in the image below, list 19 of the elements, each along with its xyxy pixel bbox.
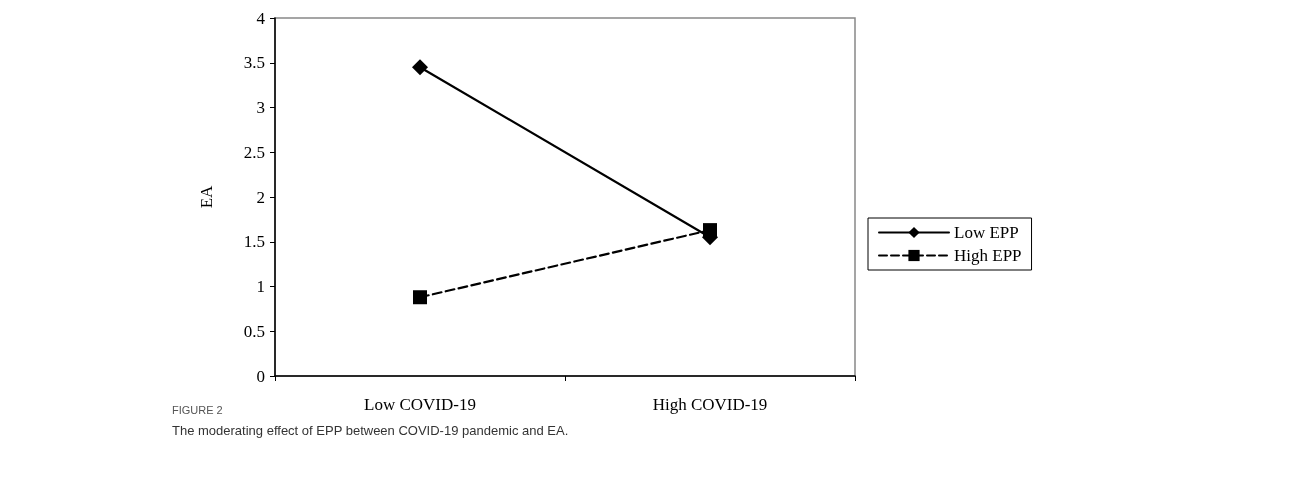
x-tick-label: Low COVID-19 bbox=[364, 395, 476, 414]
point bbox=[413, 290, 427, 305]
legend-label: Low EPP bbox=[954, 223, 1019, 242]
caption: FIGURE 2 bbox=[172, 403, 223, 416]
y-tick-label: 4 bbox=[256, 8, 266, 28]
y-tick-label: 2 bbox=[256, 187, 265, 207]
y-tick-label: 3.5 bbox=[243, 53, 265, 73]
y-tick-label: 1 bbox=[256, 277, 265, 296]
text: The moderating effect of EPP between COVID-19 pandemic and EA. bbox=[172, 423, 569, 438]
point bbox=[703, 223, 717, 238]
x-tick-label: High COVID-19 bbox=[652, 395, 768, 414]
y-axis-title: EA bbox=[197, 184, 216, 209]
y-tick-label: 2.5 bbox=[243, 142, 265, 162]
y-tick-label: 1.5 bbox=[243, 232, 265, 252]
y-tick-label: 3 bbox=[256, 98, 265, 117]
legend-label: High EPP bbox=[954, 246, 1022, 265]
y-tick-label: 0.5 bbox=[243, 321, 265, 341]
y-tick-label: 0 bbox=[256, 366, 265, 386]
point bbox=[412, 59, 428, 76]
